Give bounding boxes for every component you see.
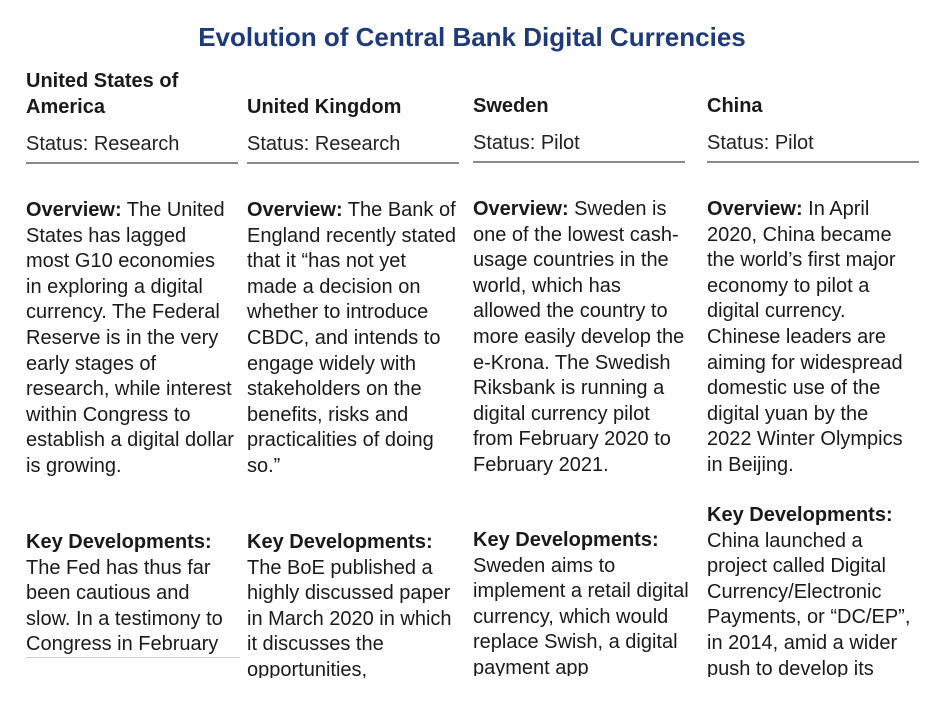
- country-name: Sweden: [473, 95, 549, 117]
- divider: [247, 162, 459, 164]
- overview-text: Overview: In April 2020, China became th…: [707, 197, 907, 479]
- key-developments-clip: Key Developments: China launched a projec…: [707, 503, 919, 677]
- overview-label: Overview:: [707, 198, 803, 220]
- key-developments-label: Key Developments:: [707, 504, 893, 526]
- overview-body: The United States has lagged most G10 ec…: [26, 199, 234, 477]
- key-developments-label: Key Developments:: [247, 531, 433, 553]
- overview-text: Overview: The United States has lagged m…: [26, 198, 234, 480]
- column-china: China Status: Pilot Overview: In April 2…: [707, 64, 919, 684]
- key-developments-text: Key Developments: Sweden aims to implemen…: [473, 528, 689, 676]
- country-name: China: [707, 95, 763, 117]
- status-text: Status: Research: [26, 133, 180, 155]
- column-uk: United Kingdom Status: Research Overview…: [247, 64, 459, 684]
- overview-label: Overview:: [247, 199, 343, 221]
- divider: [473, 161, 685, 163]
- overview-body: Sweden is one of the lowest cash-usage c…: [473, 198, 685, 476]
- overview-body: In April 2020, China became the world’s …: [707, 198, 903, 476]
- key-developments-label: Key Developments:: [473, 529, 659, 551]
- key-developments-clip: Key Developments: The Fed has thus far be…: [26, 530, 242, 656]
- country-name: United States of America: [26, 70, 179, 118]
- divider: [707, 161, 919, 163]
- status-text: Status: Pilot: [707, 132, 814, 154]
- key-developments-body: Sweden aims to implement a retail digita…: [473, 554, 689, 676]
- divider: [26, 162, 238, 164]
- key-developments-text: Key Developments: The BoE published a hig…: [247, 530, 459, 678]
- key-developments-text: Key Developments: The Fed has thus far be…: [26, 530, 238, 656]
- overview-label: Overview:: [473, 198, 569, 220]
- key-developments-body: The BoE published a highly discussed pap…: [247, 556, 452, 678]
- status-text: Status: Pilot: [473, 132, 580, 154]
- key-developments-label: Key Developments:: [26, 531, 212, 553]
- bottom-divider: [26, 657, 240, 658]
- overview-text: Overview: Sweden is one of the lowest ca…: [473, 197, 687, 479]
- status-text: Status: Research: [247, 133, 401, 155]
- page-title: Evolution of Central Bank Digital Curren…: [198, 22, 746, 52]
- country-name: United Kingdom: [247, 96, 402, 118]
- overview-body: The Bank of England recently stated that…: [247, 199, 457, 477]
- overview-label: Overview:: [26, 199, 122, 221]
- key-developments-body: The Fed has thus far been cautious and s…: [26, 556, 223, 656]
- key-developments-clip: Key Developments: The BoE published a hig…: [247, 530, 463, 678]
- column-usa: United States of America Status: Researc…: [26, 64, 240, 664]
- key-developments-text: Key Developments: China launched a projec…: [707, 503, 913, 677]
- column-sweden: Sweden Status: Pilot Overview: Sweden is…: [473, 64, 689, 684]
- overview-text: Overview: The Bank of England recently s…: [247, 198, 459, 480]
- key-developments-body: China launched a project called Digital …: [707, 529, 911, 677]
- key-developments-clip: Key Developments: Sweden aims to implemen…: [473, 528, 691, 676]
